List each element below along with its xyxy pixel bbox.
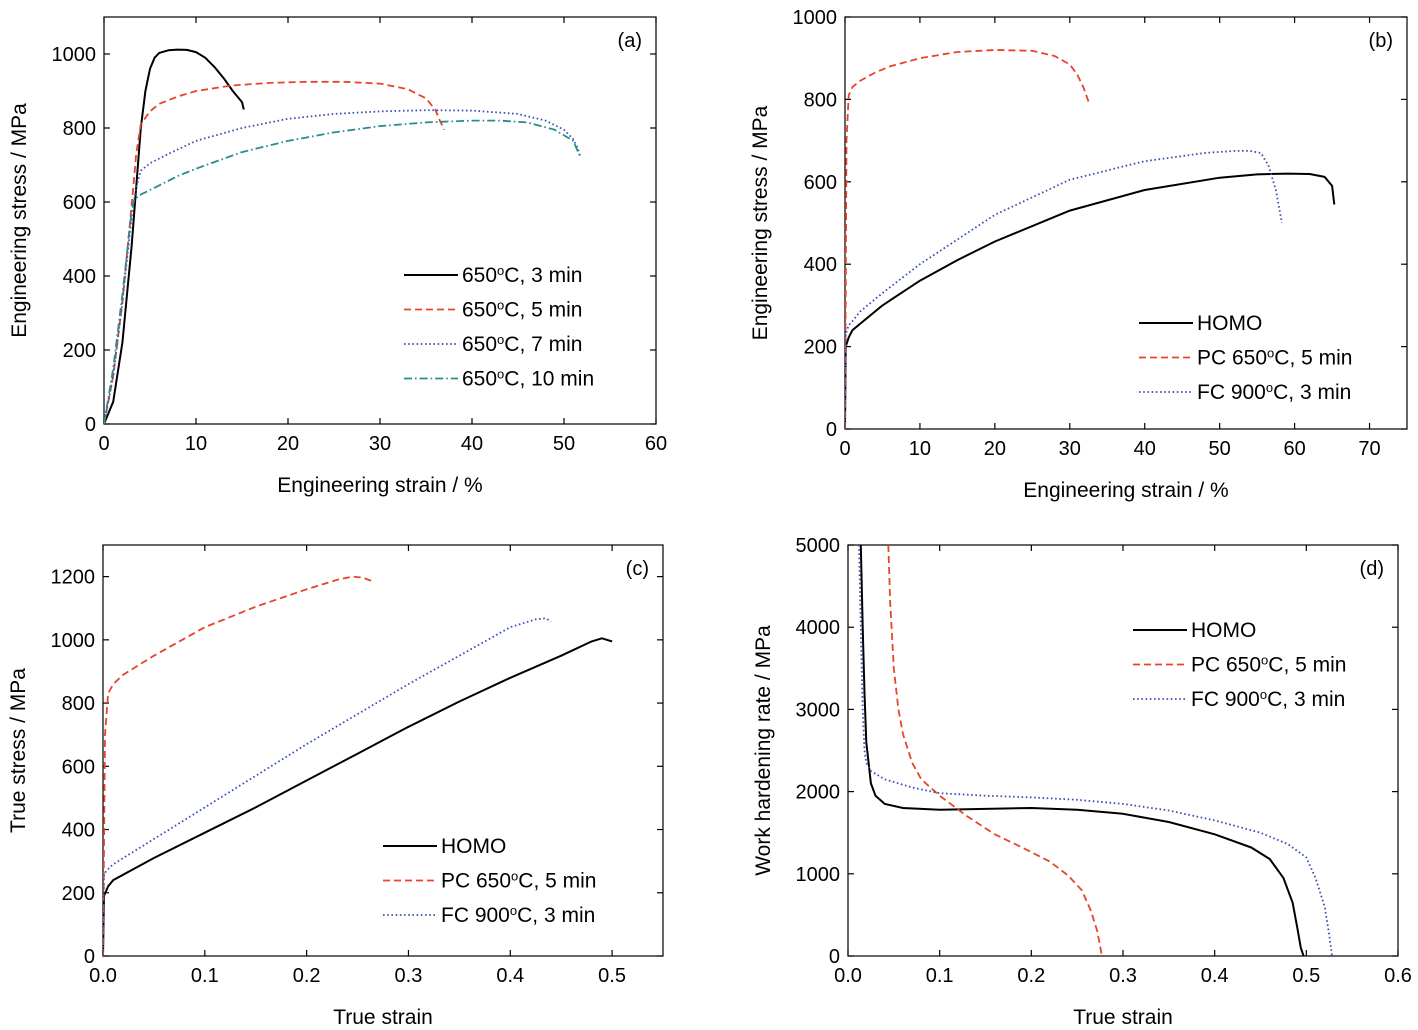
legend-label: PC 650oC, 5 min: [1191, 652, 1346, 677]
y-tick-label: 800: [63, 118, 96, 140]
panel-b: 0 10 20 30 40 50 60 70 0 200 400 600 800 1000 Engineer…: [749, 7, 1408, 502]
legend-label: HOMO: [1197, 312, 1262, 335]
x-tick-label: 10: [909, 438, 931, 460]
x-tick-label: 0.0: [834, 965, 862, 987]
legend-label: 650oC, 5 min: [462, 297, 582, 322]
legend-label: PC 650oC, 5 min: [1197, 345, 1352, 370]
x-axis-title: Engineering strain / %: [1023, 479, 1228, 502]
x-tick-label: 0.2: [1017, 965, 1045, 987]
x-tick-label: 0.4: [496, 965, 524, 987]
y-tick-label: 200: [62, 883, 95, 905]
x-tick-label: 50: [553, 433, 575, 455]
y-tick-label: 5000: [796, 535, 841, 557]
series-line-4: [104, 119, 582, 424]
legend-label: 650oC, 3 min: [462, 263, 582, 288]
y-tick-label: 3000: [796, 699, 841, 721]
x-tick-label: 0.3: [395, 965, 423, 987]
y-tick-label: 600: [63, 192, 96, 214]
x-tick-label: 0.5: [598, 965, 626, 987]
y-tick-label: 0: [84, 946, 95, 968]
x-tick-label: 60: [1283, 438, 1305, 460]
plot-frame: [102, 544, 664, 957]
x-tick-label: 0.6: [1384, 965, 1412, 987]
series-line-1: [845, 172, 1336, 429]
y-tick-label: 1200: [51, 567, 96, 589]
series-line-3: [858, 545, 1333, 956]
x-tick-label: 0.1: [191, 965, 219, 987]
panel-a: 0 10 20 30 40 50 6002004006008001000Engineerin…: [8, 16, 667, 497]
y-tick-label: 400: [63, 266, 96, 288]
y-tick-label: 800: [804, 89, 837, 111]
x-tick-label: 70: [1358, 438, 1380, 460]
y-tick-label: 0: [829, 946, 840, 968]
series-line-2: [887, 545, 1103, 956]
x-tick-label: 50: [1209, 438, 1231, 460]
series-line-1: [859, 545, 1305, 956]
series-line-2: [845, 49, 1090, 429]
x-tick-label: 30: [369, 433, 391, 455]
x-tick-label: 20: [277, 433, 299, 455]
y-tick-label: 1000: [796, 864, 841, 886]
y-tick-label: 0: [826, 419, 837, 441]
y-tick-label: 4000: [796, 617, 841, 639]
x-tick-label: 30: [1059, 438, 1081, 460]
panel-c: 0.0 0.1 0.2 0.3 0.4 0.5 0 200 400 600 800 1000 1200 T…: [7, 544, 664, 1029]
y-tick-label: 400: [62, 820, 95, 842]
x-tick-label: 0: [839, 438, 850, 460]
x-tick-label: 10: [185, 433, 207, 455]
y-axis-title: Engineering stress / MPa: [749, 105, 772, 340]
y-axis-title: True stress / MPa: [7, 668, 30, 833]
y-tick-label: 200: [63, 340, 96, 362]
legend-label: PC 650oC, 5 min: [441, 868, 596, 893]
panel-label: (d): [1360, 558, 1384, 580]
x-axis-title: True strain: [333, 1006, 433, 1029]
y-tick-label: 600: [62, 756, 95, 778]
y-tick-label: 1000: [52, 44, 97, 66]
y-axis-title: Work hardening rate / MPa: [752, 625, 775, 876]
x-tick-label: 0.2: [293, 965, 321, 987]
x-tick-label: 0.4: [1201, 965, 1229, 987]
x-tick-label: 60: [645, 433, 667, 455]
plot-frame: [844, 16, 1408, 430]
panel-label: (b): [1369, 30, 1393, 52]
y-tick-label: 200: [804, 337, 837, 359]
legend-label: FC 900oC, 3 min: [441, 903, 595, 928]
panel-label: (c): [626, 558, 649, 580]
x-axis-title: True strain: [1073, 1006, 1173, 1029]
legend-label: HOMO: [441, 835, 506, 858]
panel-d: 0.0 0.1 0.2 0.3 0.4 0.5 0.6 0 1000 2000 3000 4000 50…: [752, 535, 1412, 1029]
y-tick-label: 1000: [51, 630, 96, 652]
y-tick-label: 0: [85, 414, 96, 436]
y-tick-label: 800: [62, 693, 95, 715]
x-tick-label: 0.3: [1109, 965, 1137, 987]
x-tick-label: 20: [984, 438, 1006, 460]
x-tick-label: 0.0: [89, 965, 117, 987]
legend-label: HOMO: [1191, 619, 1256, 642]
series-line-3: [845, 149, 1283, 429]
y-tick-label: 400: [804, 254, 837, 276]
x-axis-title: Engineering strain / %: [277, 474, 482, 497]
y-axis-title: Engineering stress / MPa: [8, 103, 31, 338]
y-tick-label: 1000: [793, 7, 838, 29]
plot-frame: [847, 544, 1399, 957]
panel-label: (a): [618, 30, 642, 52]
legend-label: 650oC, 7 min: [462, 332, 582, 357]
plot-frame: [103, 16, 657, 425]
legend-label: FC 900oC, 3 min: [1191, 687, 1345, 712]
series-line-1: [104, 48, 245, 424]
legend-label: 650oC, 10 min: [462, 366, 594, 391]
legend-label: FC 900oC, 3 min: [1197, 380, 1351, 405]
x-tick-label: 0: [98, 433, 109, 455]
y-tick-label: 2000: [796, 782, 841, 804]
x-tick-label: 0.1: [926, 965, 954, 987]
x-tick-label: 40: [461, 433, 483, 455]
series-line-2: [104, 80, 446, 424]
series-line-1: [103, 637, 613, 956]
y-tick-label: 600: [804, 172, 837, 194]
x-tick-label: 0.5: [1292, 965, 1320, 987]
x-tick-label: 40: [1134, 438, 1156, 460]
